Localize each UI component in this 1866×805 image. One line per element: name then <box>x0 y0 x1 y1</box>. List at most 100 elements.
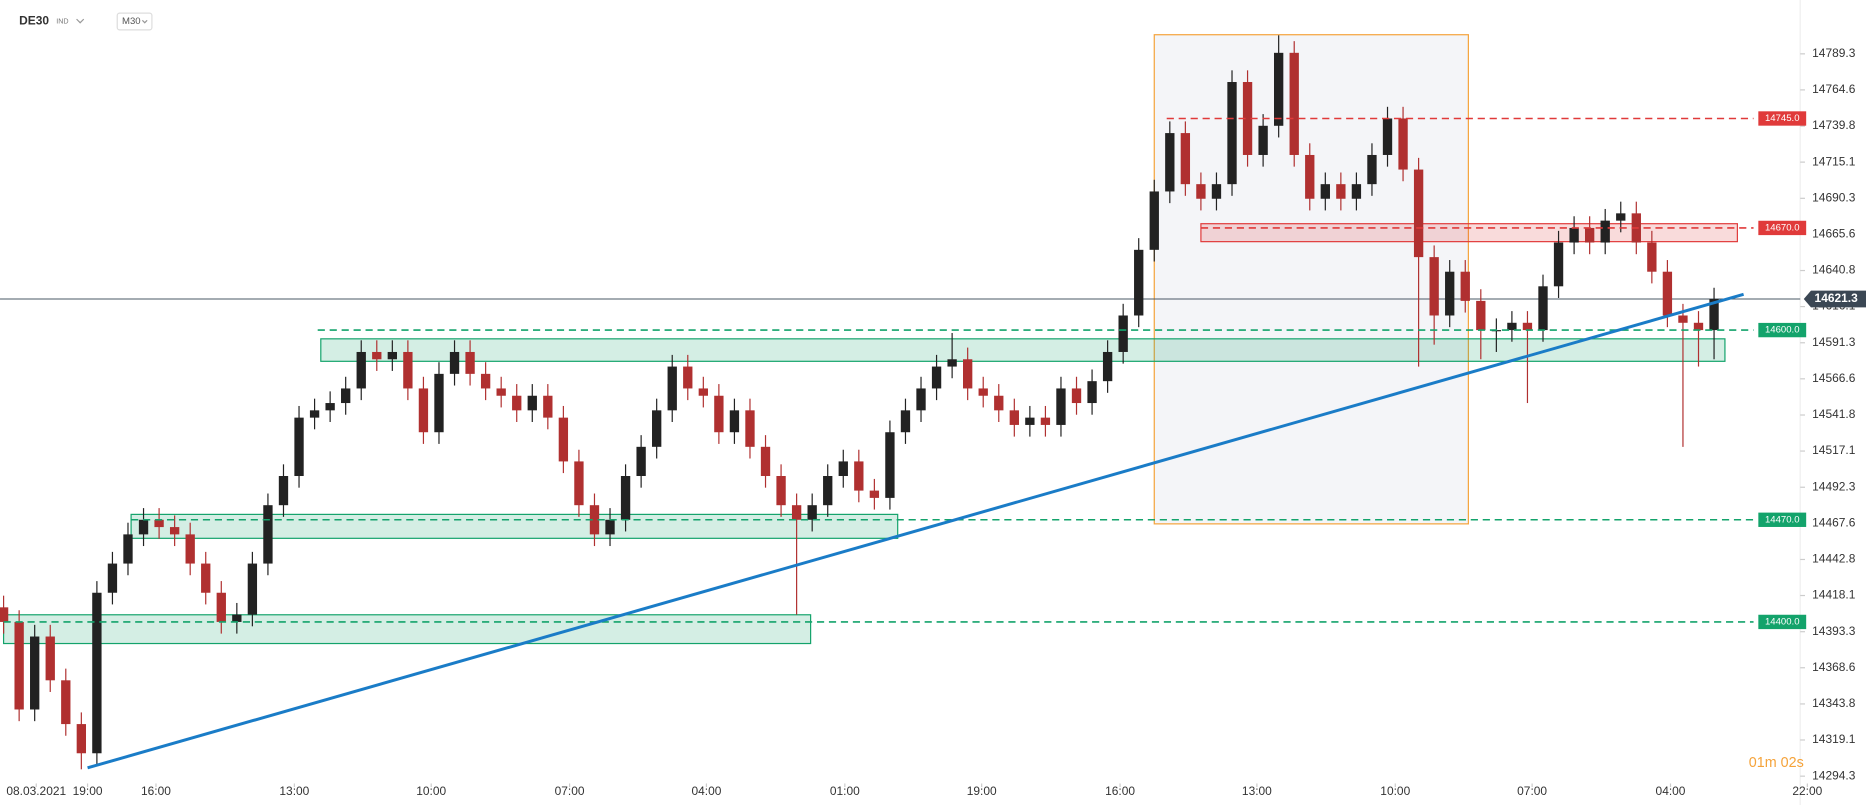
level-label: 14670.0 <box>1765 222 1800 233</box>
candle-body <box>667 366 677 411</box>
candle-body <box>294 417 304 477</box>
candle-body <box>1382 118 1393 155</box>
x-tick-label: 19:00 <box>73 784 103 798</box>
candle-body <box>325 403 335 411</box>
candle-body <box>947 359 957 367</box>
candle-body <box>760 446 771 477</box>
y-tick-label: 14467.6 <box>1812 515 1856 529</box>
symbol[interactable]: DE30 <box>19 14 49 28</box>
y-tick-label: 14343.8 <box>1812 696 1856 710</box>
candle-body <box>1134 249 1144 316</box>
candle-body <box>1258 125 1268 155</box>
x-tick-label: 10:00 <box>416 784 446 798</box>
candle-body <box>776 476 786 506</box>
candle-body <box>620 476 631 520</box>
last-price-tag <box>1803 290 1866 308</box>
level-label: 14745.0 <box>1765 113 1800 124</box>
candle-body <box>263 505 273 564</box>
candle-body <box>1553 242 1564 287</box>
y-tick-label: 14442.8 <box>1812 552 1856 566</box>
level-label: 14400.0 <box>1765 616 1800 627</box>
level-tag <box>1758 220 1807 236</box>
y-tick-label: 14566.6 <box>1812 371 1856 385</box>
candle-body <box>123 534 133 564</box>
candle-body <box>1476 300 1486 331</box>
candle-body <box>309 410 320 418</box>
candle-body <box>1398 118 1408 170</box>
y-tick-label: 14517.1 <box>1812 443 1856 457</box>
candle-body <box>885 432 895 498</box>
candle-body <box>247 563 258 615</box>
candle-body <box>387 351 397 360</box>
level-label: 14470.0 <box>1765 514 1800 525</box>
level-tag <box>1758 614 1807 630</box>
candle-timer: 01m 02s <box>1749 755 1804 771</box>
candle-body <box>745 410 755 447</box>
time-box <box>1153 34 1469 525</box>
trendline <box>87 292 1745 770</box>
x-tick-label: 04:00 <box>691 784 721 798</box>
interval-button[interactable] <box>116 12 153 31</box>
candle-body <box>1693 322 1704 331</box>
candle-body <box>216 592 226 622</box>
x-tick-label: 07:00 <box>1517 784 1547 798</box>
candle-body <box>527 395 537 411</box>
candle-body <box>169 527 180 535</box>
x-tick-label: 10:00 <box>1380 784 1410 798</box>
candle-body <box>1320 184 1330 199</box>
candle-body <box>278 476 289 506</box>
candle-body <box>1616 213 1626 221</box>
candle-body <box>1165 133 1175 192</box>
interval[interactable]: M30 <box>122 16 141 27</box>
candle-body <box>605 519 615 535</box>
candle-body <box>1709 298 1719 331</box>
candle-body <box>1445 271 1455 316</box>
candle-body <box>1149 191 1159 250</box>
candle-body <box>449 351 460 374</box>
candle-body <box>900 410 911 433</box>
y-tick-label: 14418.1 <box>1812 588 1856 602</box>
symbol-caret[interactable] <box>76 18 85 24</box>
x-tick-label: 22:00 <box>1792 784 1822 798</box>
level-tag <box>1758 512 1807 527</box>
candle-body <box>869 490 880 498</box>
candle-body <box>14 621 24 710</box>
x-tick-label: 01:00 <box>830 784 860 798</box>
level-tag <box>1758 111 1807 126</box>
interval-caret[interactable] <box>141 19 148 24</box>
zone <box>1200 223 1738 243</box>
candle-body <box>729 410 740 433</box>
candle-body <box>698 388 708 396</box>
candle-body <box>1025 417 1035 425</box>
candle-body <box>30 636 40 710</box>
x-tick-label: 04:00 <box>1656 784 1686 798</box>
candle-body <box>916 388 926 411</box>
candle-body <box>465 351 475 374</box>
candle-body <box>1413 169 1424 258</box>
y-tick-label: 14393.3 <box>1812 624 1856 638</box>
candle-body <box>1071 388 1082 404</box>
y-tick-label: 14640.8 <box>1812 263 1856 277</box>
candle-body <box>714 395 724 433</box>
candle-body <box>636 446 646 477</box>
candle-body <box>1662 271 1673 316</box>
last-price-label: 14621.3 <box>1815 291 1859 305</box>
candle-body <box>543 395 553 418</box>
candle-body <box>480 373 491 389</box>
candle-body <box>61 680 71 725</box>
candle-body <box>1600 220 1610 243</box>
x-tick-label: 13:00 <box>279 784 309 798</box>
candle-body <box>994 395 1004 411</box>
x-tick-label: 07:00 <box>555 784 585 798</box>
zone <box>320 338 1726 362</box>
candle-body <box>201 563 211 593</box>
y-tick-label: 14541.8 <box>1812 407 1856 421</box>
candle-body <box>838 461 848 477</box>
candle-body <box>791 505 802 520</box>
candle-body <box>652 410 662 447</box>
y-tick-label: 14665.6 <box>1812 227 1856 241</box>
candle-body <box>1305 154 1315 199</box>
candle-body <box>341 388 351 404</box>
